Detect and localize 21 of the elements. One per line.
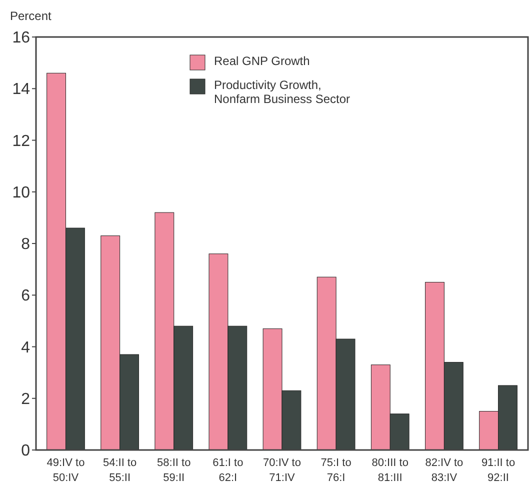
x-tick-label: 61:I to 62:I bbox=[212, 457, 244, 484]
y-tick-label: 0 bbox=[21, 442, 30, 460]
x-tick-label: 58:II to 59:II bbox=[157, 457, 191, 484]
y-tick-label: 12 bbox=[12, 132, 30, 150]
x-tick-label: 91:II to 92:II bbox=[481, 457, 516, 484]
x-tick-label: 75:I to 76:I bbox=[320, 457, 352, 484]
x-tick-label: 49:IV to 50:IV bbox=[46, 457, 85, 484]
y-tick-label: 10 bbox=[12, 184, 30, 202]
y-tick-label: 8 bbox=[21, 236, 30, 254]
x-tick-label: 82:IV to 83:IV bbox=[425, 457, 464, 484]
x-tick-label: 80:III to 81:III bbox=[372, 457, 408, 484]
x-tick-label: 70:IV to 71:IV bbox=[263, 457, 301, 484]
y-tick-label: 14 bbox=[12, 81, 30, 98]
y-tick-label: 6 bbox=[21, 288, 30, 305]
x-tick-label: 54:II to 55:II bbox=[102, 457, 137, 484]
legend-label: Real GNP Growth bbox=[214, 54, 310, 68]
legend-label: Productivity Growth, Nonfarm Business Sector bbox=[214, 78, 350, 106]
y-tick-label: 16 bbox=[12, 30, 30, 47]
y-tick-label: 4 bbox=[21, 339, 30, 356]
y-axis-title: Percent bbox=[10, 9, 52, 23]
y-tick-label: 2 bbox=[21, 390, 30, 408]
